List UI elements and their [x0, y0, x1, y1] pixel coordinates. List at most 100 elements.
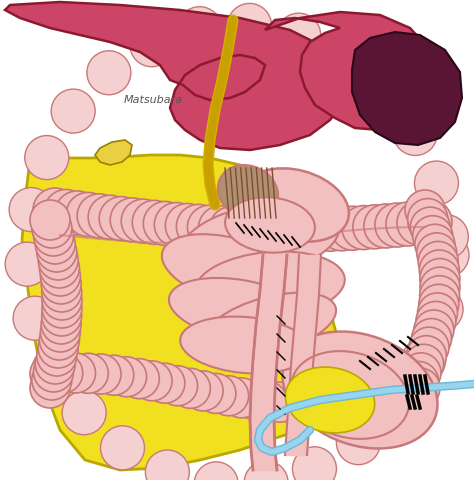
Circle shape	[81, 354, 121, 394]
Circle shape	[285, 383, 325, 423]
Circle shape	[424, 215, 468, 259]
Circle shape	[68, 353, 108, 393]
Circle shape	[231, 207, 275, 252]
Circle shape	[143, 202, 187, 245]
Circle shape	[342, 205, 386, 250]
Circle shape	[55, 353, 96, 393]
Circle shape	[178, 7, 222, 51]
Circle shape	[416, 301, 456, 341]
Circle shape	[260, 382, 300, 422]
Circle shape	[33, 188, 77, 232]
Ellipse shape	[195, 252, 345, 319]
Circle shape	[244, 461, 288, 480]
Ellipse shape	[169, 278, 311, 342]
Circle shape	[196, 373, 236, 413]
Circle shape	[25, 135, 69, 180]
Circle shape	[420, 267, 460, 307]
Circle shape	[100, 426, 145, 470]
Circle shape	[374, 373, 414, 413]
Circle shape	[132, 361, 172, 401]
Circle shape	[87, 51, 131, 95]
Circle shape	[32, 208, 72, 248]
Circle shape	[337, 420, 381, 465]
Circle shape	[353, 205, 397, 249]
Polygon shape	[22, 155, 340, 470]
Circle shape	[393, 111, 438, 156]
Circle shape	[410, 207, 450, 247]
Circle shape	[401, 353, 441, 393]
Ellipse shape	[180, 316, 310, 373]
Circle shape	[155, 203, 198, 247]
Circle shape	[273, 383, 312, 423]
Circle shape	[34, 352, 73, 392]
Polygon shape	[265, 12, 435, 130]
Circle shape	[38, 328, 78, 368]
Circle shape	[146, 450, 189, 480]
Circle shape	[386, 202, 430, 246]
Circle shape	[34, 216, 73, 256]
Circle shape	[43, 353, 83, 393]
Circle shape	[406, 336, 447, 376]
Circle shape	[298, 383, 338, 423]
Circle shape	[405, 190, 445, 230]
Ellipse shape	[181, 203, 339, 277]
Circle shape	[41, 304, 81, 344]
Circle shape	[420, 259, 460, 299]
Circle shape	[362, 375, 402, 416]
Circle shape	[336, 379, 376, 420]
Circle shape	[37, 336, 77, 376]
Circle shape	[30, 200, 70, 240]
Circle shape	[187, 205, 231, 249]
Circle shape	[247, 381, 287, 421]
Circle shape	[322, 36, 366, 79]
Circle shape	[287, 208, 331, 252]
Text: Matsubara: Matsubara	[123, 95, 182, 105]
Circle shape	[40, 256, 81, 296]
Circle shape	[409, 327, 449, 367]
Circle shape	[66, 192, 110, 236]
Circle shape	[414, 161, 458, 205]
Circle shape	[42, 296, 82, 336]
Circle shape	[276, 208, 319, 252]
Ellipse shape	[218, 165, 278, 219]
Circle shape	[9, 188, 53, 231]
Circle shape	[425, 233, 469, 277]
Circle shape	[264, 208, 309, 252]
Circle shape	[130, 23, 174, 67]
Circle shape	[414, 310, 454, 350]
Polygon shape	[95, 140, 132, 165]
Ellipse shape	[162, 234, 298, 306]
Polygon shape	[352, 32, 462, 145]
Circle shape	[32, 360, 72, 400]
Ellipse shape	[283, 332, 438, 448]
Polygon shape	[5, 2, 350, 150]
Circle shape	[107, 357, 146, 397]
Circle shape	[170, 368, 210, 408]
Circle shape	[397, 201, 441, 245]
Circle shape	[94, 355, 134, 395]
Circle shape	[399, 361, 438, 401]
Circle shape	[41, 264, 81, 304]
Circle shape	[35, 224, 75, 264]
Circle shape	[51, 89, 95, 133]
Circle shape	[234, 380, 274, 420]
Circle shape	[331, 206, 375, 250]
Circle shape	[209, 376, 249, 416]
Circle shape	[194, 462, 238, 480]
Circle shape	[310, 382, 351, 422]
Circle shape	[396, 370, 436, 410]
Circle shape	[400, 368, 440, 408]
Circle shape	[176, 204, 220, 248]
Circle shape	[5, 242, 49, 286]
Circle shape	[362, 69, 406, 113]
Circle shape	[35, 344, 75, 384]
Circle shape	[323, 381, 364, 421]
Circle shape	[221, 378, 261, 418]
Circle shape	[39, 320, 79, 360]
Circle shape	[309, 207, 353, 251]
Circle shape	[349, 378, 389, 418]
Circle shape	[119, 359, 159, 399]
Circle shape	[404, 344, 444, 384]
Circle shape	[99, 197, 143, 240]
Circle shape	[411, 319, 452, 359]
